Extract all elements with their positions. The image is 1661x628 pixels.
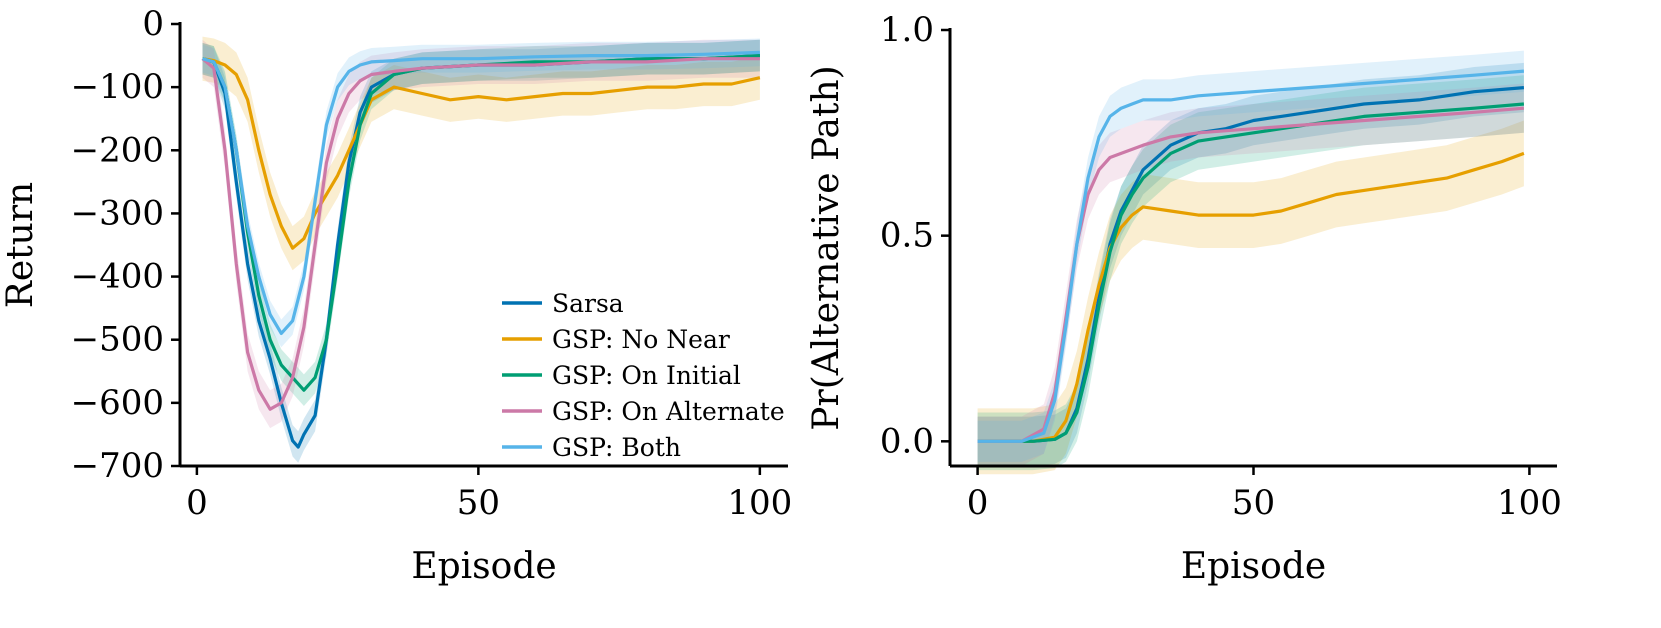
series-line-3 bbox=[201, 57, 760, 411]
x-tick-label: 0 bbox=[186, 483, 208, 523]
confidence-band-1 bbox=[977, 120, 1524, 475]
x-tick-label: 0 bbox=[967, 483, 989, 523]
y-tick-label: 0 bbox=[142, 4, 164, 44]
confidence-band-1 bbox=[202, 36, 760, 271]
return-chart: 0 50 100 0 −100 −200 −300 −400 −500 −600 −700 Episo… bbox=[0, 4, 792, 587]
confidence-band-2 bbox=[977, 75, 1524, 471]
series-line-1 bbox=[977, 151, 1525, 443]
legend-label: GSP: Both bbox=[552, 433, 681, 462]
confidence-band-0 bbox=[977, 62, 1524, 467]
x-tick-label: 100 bbox=[1497, 483, 1562, 523]
confidence-band-3 bbox=[977, 83, 1524, 466]
y-tick-label: −700 bbox=[71, 446, 164, 486]
y-tick-label: −400 bbox=[71, 257, 164, 297]
series-line-4 bbox=[977, 69, 1525, 443]
x-tick-label: 50 bbox=[457, 483, 500, 523]
alternative-path-chart: 0 50 100 0.0 0.5 1.0 Episode Pr(Alternative Pat… bbox=[806, 10, 1562, 587]
x-axis-title: Episode bbox=[1181, 546, 1326, 587]
legend-label: Sarsa bbox=[552, 289, 624, 318]
y-tick-label: −600 bbox=[71, 383, 164, 423]
x-tick-label: 50 bbox=[1232, 483, 1275, 523]
y-tick-label: 0.0 bbox=[880, 421, 934, 461]
y-axis-title: Return bbox=[0, 182, 41, 308]
legend: Sarsa GSP: No Near GSP: On Initial GSP: On … bbox=[502, 289, 785, 462]
legend-label: GSP: On Initial bbox=[552, 361, 741, 390]
series-line-4 bbox=[202, 50, 760, 335]
x-axis-title: Episode bbox=[411, 546, 556, 587]
y-tick-label: −200 bbox=[71, 130, 164, 170]
y-tick-label: −100 bbox=[71, 67, 164, 107]
y-tick-label: −300 bbox=[71, 193, 164, 233]
legend-label: GSP: No Near bbox=[552, 325, 730, 354]
y-axis-title: Pr(Alternative Path) bbox=[806, 65, 847, 430]
y-tick-label: 0.5 bbox=[880, 216, 934, 256]
y-tick-label: −500 bbox=[71, 320, 164, 360]
y-tick-label: 1.0 bbox=[880, 10, 934, 50]
legend-label: GSP: On Alternate bbox=[552, 397, 785, 426]
series-line-2 bbox=[977, 102, 1525, 443]
x-tick-label: 100 bbox=[727, 483, 792, 523]
